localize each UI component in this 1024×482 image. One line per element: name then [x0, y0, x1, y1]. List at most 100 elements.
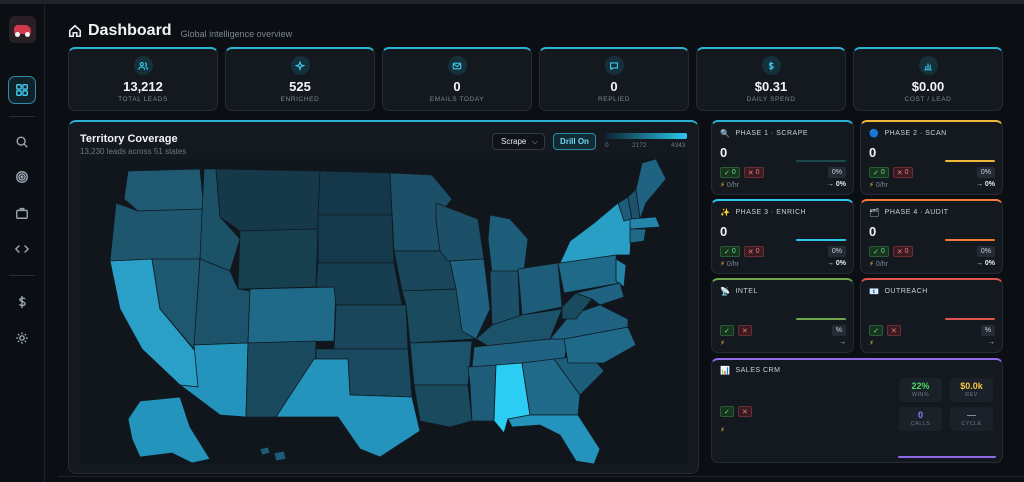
- fail-count[interactable]: ✕ 0: [892, 246, 913, 257]
- phase-card-header: 🔵 PHASE 2 · SCAN: [869, 129, 947, 138]
- kpi-label: CYCLE: [961, 421, 982, 427]
- phase-card-intel[interactable]: 📡 INTEL ✓ ✕ % ⚡ →: [711, 278, 854, 353]
- phase-percent: 0%: [976, 167, 995, 178]
- kpi-value: $0.0k: [960, 381, 983, 391]
- kpi-label: CALLS: [910, 421, 931, 427]
- fail-count-value: 0: [755, 169, 760, 176]
- bar-chart-icon: [924, 63, 932, 70]
- success-count[interactable]: ✓: [720, 325, 734, 336]
- stat-card-replied[interactable]: 0 REPLIED: [539, 47, 689, 111]
- car-logo-icon: [14, 25, 31, 37]
- app-logo[interactable]: [9, 16, 36, 43]
- phase-percent: 0%: [976, 246, 995, 257]
- state-tx: [275, 358, 421, 458]
- state-la: [413, 384, 473, 428]
- success-count[interactable]: ✓ 0: [720, 246, 740, 257]
- state-sd: [317, 214, 395, 264]
- x-icon: ✕: [741, 327, 748, 335]
- bolt-icon: ⚡: [720, 261, 725, 268]
- kpi-label: REV: [965, 392, 978, 398]
- fail-count-value: 0: [755, 248, 760, 255]
- sidebar-item-portfolio[interactable]: [8, 199, 36, 227]
- stat-card-cost-per-lead[interactable]: $0.00 COST / LEAD: [853, 47, 1003, 111]
- phase-card-header: 🔍 PHASE 1 · SCRAPE: [720, 129, 808, 138]
- stat-card-enriched[interactable]: 525 ENRICHED: [225, 47, 375, 111]
- state-hi-2: [273, 450, 287, 462]
- phase-title: PHASE 2 · SCAN: [884, 130, 947, 137]
- state-wv: [561, 292, 593, 320]
- sidebar-item-targets[interactable]: [8, 163, 36, 191]
- state-fl: [507, 414, 601, 465]
- phase-card-header: ✨ PHASE 3 · ENRICH: [720, 208, 806, 217]
- success-count[interactable]: ✓ 0: [720, 167, 740, 178]
- kpi-label: WIN%: [911, 392, 930, 398]
- stat-card-daily-spend[interactable]: $0.31 DAILY SPEND: [696, 47, 846, 111]
- check-icon: ✓: [873, 169, 879, 177]
- success-count-value: 0: [731, 169, 736, 176]
- magnifier-icon: 🔍: [720, 129, 731, 138]
- phase-card-scrape[interactable]: 🔍 PHASE 1 · SCRAPE 0 ✓ 0 ✕ 0 0% ⚡ 0/hr → 0%: [711, 120, 854, 195]
- dollar-icon: [18, 295, 26, 309]
- kpi-value: 0: [917, 410, 923, 420]
- state-ct: [629, 228, 647, 244]
- code-icon: [15, 245, 29, 253]
- success-count-value: 0: [731, 248, 736, 255]
- bolt-icon: ⚡: [869, 340, 874, 347]
- crm-header: 📊 SALES CRM: [720, 366, 780, 375]
- target-icon: [16, 171, 28, 183]
- chat-icon: [610, 61, 618, 71]
- fail-count[interactable]: ✕ 0: [743, 246, 764, 257]
- success-count[interactable]: ✓: [869, 325, 883, 336]
- phase-percent: 0%: [827, 246, 846, 257]
- success-count[interactable]: ✓ 0: [869, 246, 889, 257]
- kpi-revenue: $0.0k REV: [950, 378, 993, 402]
- success-count[interactable]: ✓: [720, 406, 734, 417]
- phase-counters: ✓ 0 ✕ 0: [720, 167, 764, 178]
- envelope-icon: 📧: [869, 287, 880, 296]
- chart-icon: 📊: [720, 366, 731, 375]
- fail-count[interactable]: ✕ 0: [892, 167, 913, 178]
- stat-label: TOTAL LEADS: [118, 96, 168, 103]
- success-count[interactable]: ✓ 0: [869, 167, 889, 178]
- x-icon: ✕: [747, 169, 754, 177]
- sparkle-icon: [295, 60, 305, 71]
- phase-rate-value: 0/hr: [875, 260, 888, 268]
- sidebar-item-settings[interactable]: [8, 324, 36, 352]
- fail-count[interactable]: ✕: [737, 406, 752, 417]
- phase-rate: ⚡ 0/hr: [720, 181, 739, 190]
- grid-icon: [16, 84, 28, 96]
- phase-rate: ⚡ 0/hr: [869, 260, 888, 269]
- stat-label: EMAILS TODAY: [429, 96, 485, 103]
- check-icon: ✓: [724, 169, 730, 177]
- fail-count[interactable]: ✕ 0: [743, 167, 764, 178]
- stat-icon-wrap: [604, 56, 624, 75]
- fail-count[interactable]: ✕: [886, 325, 901, 336]
- sidebar-item-billing[interactable]: [8, 288, 36, 316]
- drill-toggle-button[interactable]: Drill On: [553, 133, 596, 150]
- phase-card-outreach[interactable]: 📧 OUTREACH ✓ ✕ % ⚡ →: [860, 278, 1003, 353]
- stat-icon-wrap: [290, 56, 310, 75]
- phase-rate-value: 0/hr: [875, 181, 888, 189]
- state-me: [635, 158, 667, 220]
- phase-card-enrich[interactable]: ✨ PHASE 3 · ENRICH 0 ✓ 0 ✕ 0 0% ⚡ 0/hr → 0%: [711, 199, 854, 274]
- stat-card-emails-today[interactable]: 0 EMAILS TODAY: [382, 47, 532, 111]
- stat-card-total-leads[interactable]: 13,212 TOTAL LEADS: [68, 47, 218, 111]
- phase-card-scan[interactable]: 🔵 PHASE 2 · SCAN 0 ✓ 0 ✕ 0 0% ⚡ 0/hr → 0%: [860, 120, 1003, 195]
- bolt-icon: ⚡: [720, 427, 725, 434]
- sidebar-item-search[interactable]: [8, 128, 36, 156]
- sidebar-item-code[interactable]: [8, 235, 36, 263]
- success-count-value: 0: [880, 169, 885, 176]
- phase-select[interactable]: Scrape ⌵: [492, 133, 545, 150]
- sidebar-item-dashboard[interactable]: [8, 76, 36, 104]
- bolt-icon: ⚡: [720, 182, 725, 189]
- us-map[interactable]: [80, 158, 688, 465]
- phase-card-audit[interactable]: 🗂 PHASE 4 · AUDIT 0 ✓ 0 ✕ 0 0% ⚡ 0/hr → 0%: [860, 199, 1003, 274]
- sales-crm-card[interactable]: 📊 SALES CRM ✓ ✕ ⚡ 22% WIN% $0.0k REV 0 C…: [711, 358, 1003, 463]
- phase-change: → 0%: [826, 181, 846, 188]
- fail-count[interactable]: ✕: [737, 325, 752, 336]
- stat-icon-wrap: [133, 56, 153, 75]
- phase-percent: %: [831, 325, 846, 336]
- clipboard-icon: 🗂: [869, 208, 880, 217]
- page-subtitle: Global intelligence overview: [180, 28, 293, 39]
- phase-title: PHASE 1 · SCRAPE: [735, 130, 809, 137]
